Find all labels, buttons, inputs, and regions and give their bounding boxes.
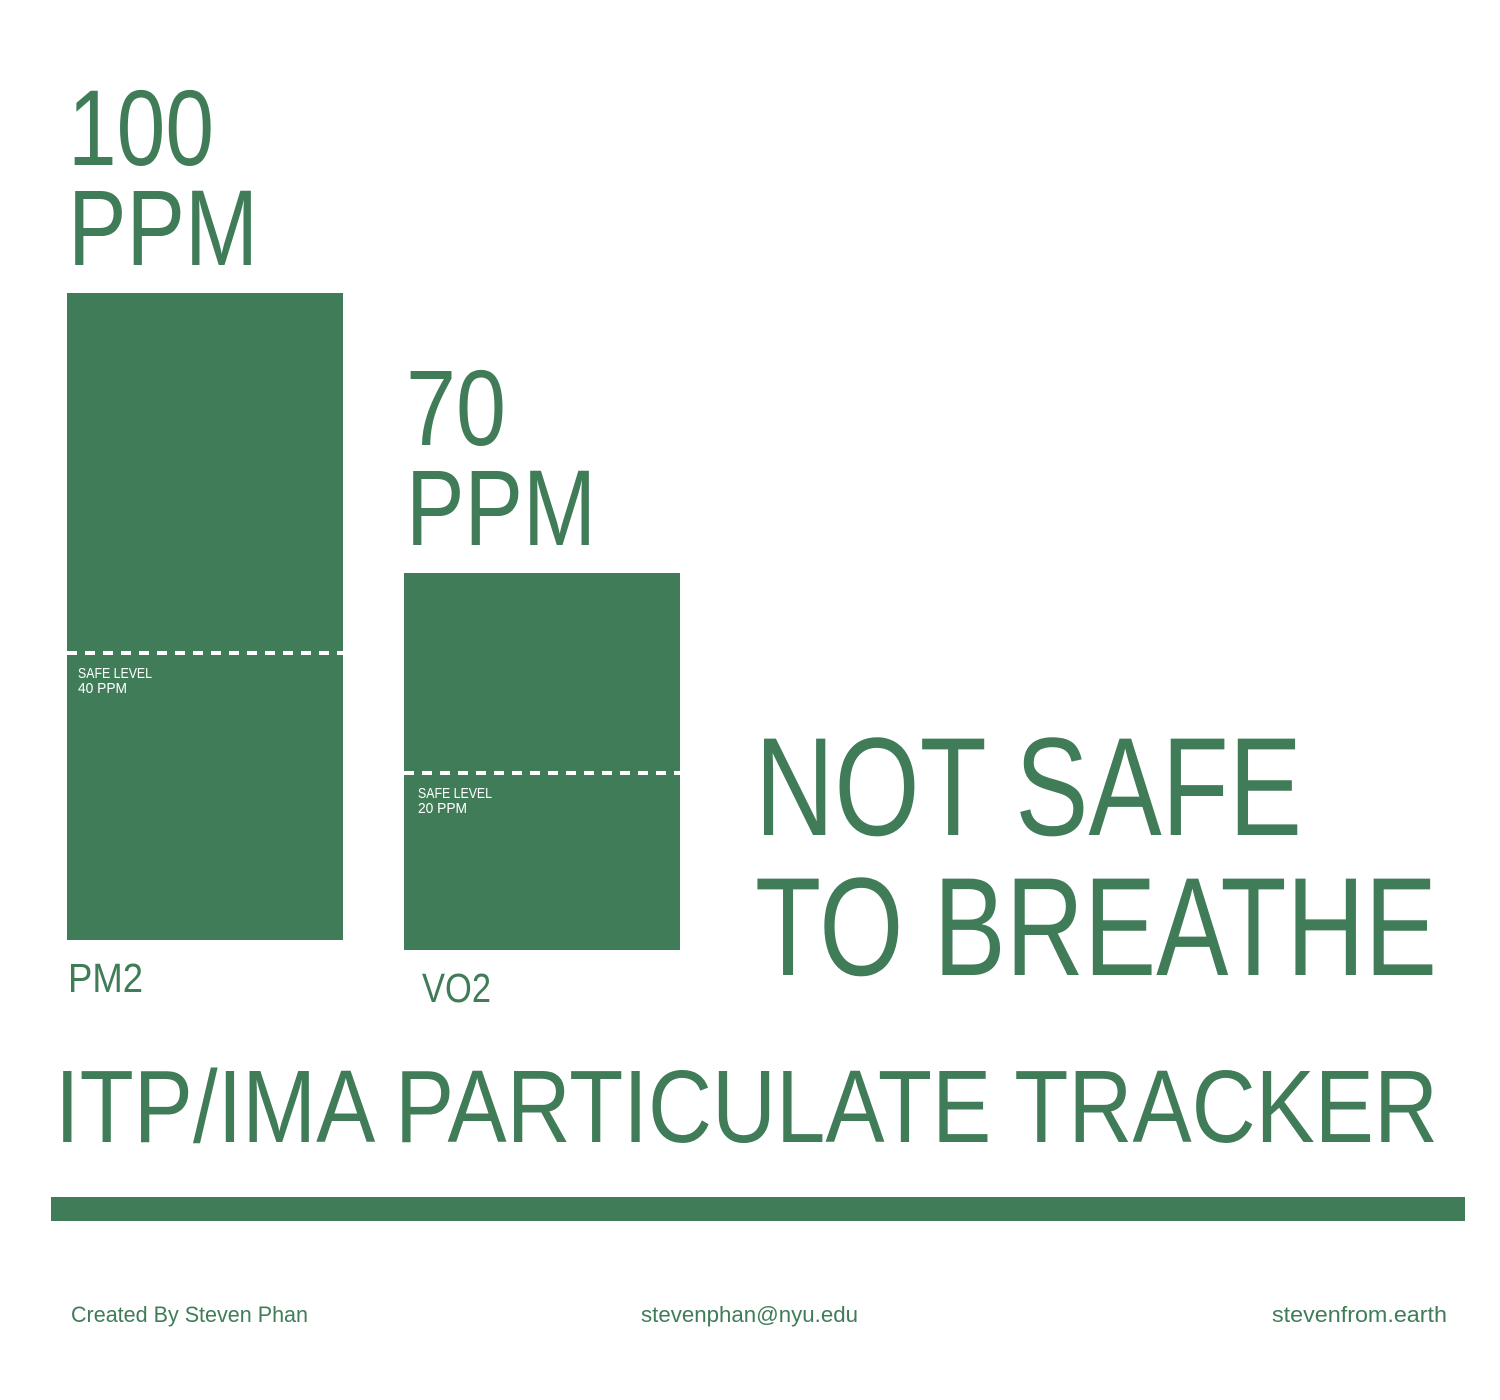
page-title: ITP/IMA PARTICULATE TRACKER	[55, 1049, 1438, 1164]
bar-unit: PPM	[68, 167, 258, 288]
divider	[51, 1197, 1465, 1221]
status-line: NOT SAFE	[755, 708, 1302, 865]
bar-label: PM2	[68, 955, 143, 1001]
bar-label: VO2	[422, 965, 491, 1011]
footer-credit: Created By Steven Phan	[71, 1302, 308, 1327]
safe-value: 40 PPM	[78, 680, 127, 697]
footer-email[interactable]: stevenphan@nyu.edu	[641, 1302, 858, 1327]
safe-title: SAFE LEVEL	[418, 785, 492, 802]
safe-title: SAFE LEVEL	[78, 665, 152, 682]
bar	[404, 573, 680, 950]
bar-value: 100	[68, 67, 214, 188]
bar-unit: PPM	[406, 447, 596, 568]
footer-site[interactable]: stevenfrom.earth	[1272, 1302, 1447, 1327]
safe-value: 20 PPM	[418, 800, 467, 817]
bar	[67, 293, 343, 940]
status-line: TO BREATHE	[755, 848, 1437, 1005]
bar-value: 70	[406, 347, 506, 468]
